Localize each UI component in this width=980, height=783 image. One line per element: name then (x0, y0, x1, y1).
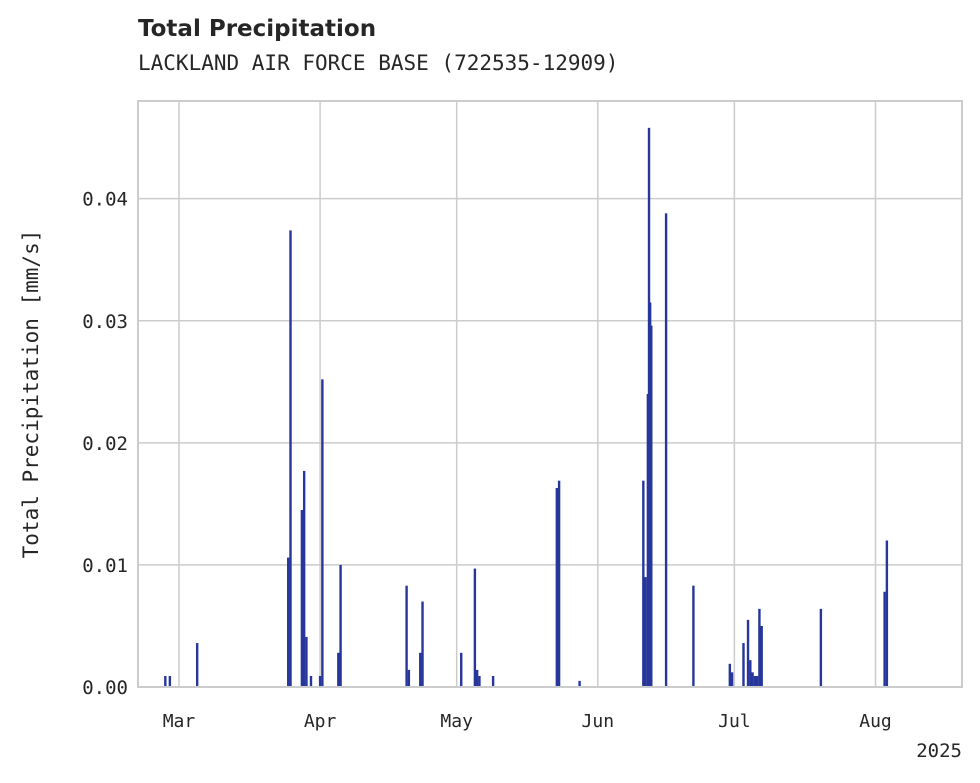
y-tick-label: 0.03 (82, 311, 128, 333)
precip-bar (168, 676, 172, 687)
precip-bar (758, 608, 761, 687)
precip-bar (730, 672, 734, 687)
precip-bar (883, 591, 886, 687)
precip-bar (742, 643, 745, 687)
precip-bar (289, 230, 292, 688)
precip-bar (749, 660, 752, 687)
precip-bar (321, 379, 324, 687)
precip-bar (728, 663, 732, 687)
precip-bar (760, 625, 763, 687)
precip-bar (753, 676, 757, 687)
precip-bar (419, 652, 422, 687)
x-tick-label: Apr (304, 711, 337, 732)
chart-title: Total Precipitation (138, 16, 377, 42)
plot-area (137, 100, 963, 688)
precip-bar (819, 608, 823, 687)
y-tick-label: 0.04 (82, 189, 128, 211)
precip-bar (885, 540, 889, 687)
precip-bar (305, 636, 308, 687)
precip-bar (578, 680, 581, 687)
precip-bar (302, 470, 306, 687)
x-tick-label: Jul (718, 711, 751, 732)
chart-subtitle: LACKLAND AIR FORCE BASE (722535-12909) (138, 51, 619, 75)
precip-bar (664, 213, 668, 688)
x-tick-label: Aug (859, 711, 892, 732)
precip-bar (473, 568, 477, 687)
y-tick-label: 0.00 (82, 677, 128, 699)
precip-bar (300, 509, 304, 687)
precip-bar (318, 676, 322, 687)
precip-bar (692, 585, 695, 687)
precip-bar (407, 669, 411, 687)
x-axis-offset-label: 2025 (916, 740, 962, 762)
precip-bar (746, 619, 750, 687)
bar-series (164, 127, 889, 688)
precip-bar (287, 557, 290, 687)
precip-bar (555, 488, 559, 687)
precip-bar (337, 652, 340, 687)
precip-bar (650, 325, 653, 687)
precip-bar (339, 564, 342, 687)
precip-bar (164, 676, 167, 687)
x-tick-label: Jun (582, 711, 615, 732)
precip-bar (309, 676, 313, 687)
precip-bar (460, 652, 463, 687)
precip-bar (475, 669, 479, 687)
precip-bar (195, 643, 199, 687)
x-tick-label: Mar (163, 711, 196, 732)
y-tick-label: 0.02 (82, 433, 128, 455)
precip-bar (421, 601, 424, 687)
precip-bar (478, 676, 481, 687)
precip-bar (405, 585, 408, 687)
precip-bar (491, 676, 495, 687)
y-axis-label: Total Precipitation [mm/s] (19, 230, 43, 559)
precip-bar (557, 480, 561, 687)
precip-bar (644, 577, 647, 687)
axis-ticks: 0.00 0.01 0.02 0.03 0.04 Mar Apr May Jun Jul Aug (82, 189, 892, 732)
precip-bar (755, 676, 759, 687)
x-tick-label: May (440, 711, 473, 732)
y-tick-label: 0.01 (82, 555, 128, 577)
grid-lines (138, 101, 962, 688)
precip-bar (751, 672, 754, 687)
precip-bar (642, 480, 645, 687)
